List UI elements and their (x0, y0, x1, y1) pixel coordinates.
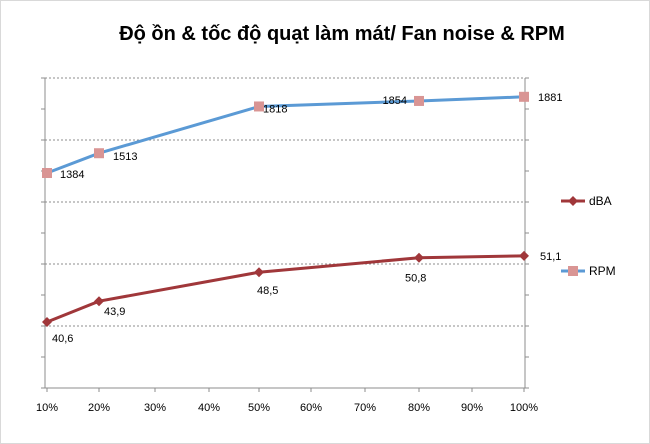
legend-marker-dba (568, 196, 578, 206)
legend-label-rpm: RPM (589, 264, 616, 278)
gridlines (45, 77, 525, 327)
data-label-rpm: 1818 (263, 103, 287, 115)
data-label-rpm: 1881 (538, 92, 562, 104)
legend-label-dba: dBA (589, 194, 612, 208)
marker-rpm (519, 91, 529, 102)
marker-rpm (414, 95, 424, 106)
marker-dba (254, 267, 264, 278)
legend-marker-rpm (568, 266, 578, 276)
marker-rpm (42, 168, 52, 178)
x-tick-label: 60% (300, 402, 322, 414)
data-label-dba: 51,1 (540, 251, 561, 263)
marker-rpm (94, 148, 104, 159)
x-tick-label: 30% (144, 402, 166, 414)
marker-rpm (254, 101, 264, 112)
data-label-dba: 43,9 (104, 306, 125, 318)
marker-dba (42, 317, 52, 327)
legend: dBA RPM (561, 194, 616, 278)
data-label-rpm: 1513 (113, 151, 137, 163)
data-label-dba: 48,5 (257, 285, 278, 297)
x-tick-label: 20% (88, 402, 110, 414)
data-label-rpm: 1854 (383, 95, 407, 107)
series (42, 91, 529, 327)
x-tick-labels: 10% 20% 30% 40% 50% 60% 70% 80% 90% 100% (36, 402, 538, 414)
x-tick-label: 10% (36, 402, 58, 414)
x-tick-label: 90% (461, 402, 483, 414)
data-label-dba: 50,8 (405, 273, 426, 285)
marker-dba (414, 252, 424, 263)
marker-dba (94, 296, 104, 307)
data-labels: 40,6 43,9 48,5 50,8 51,1 1384 1513 1818 1854 1881 (52, 92, 562, 345)
chart-title: Độ ồn & tốc độ quạt làm mát/ Fan noise &… (119, 23, 565, 45)
x-tick-label: 70% (354, 402, 376, 414)
marker-dba (519, 250, 529, 261)
x-tick-label: 40% (198, 402, 220, 414)
x-tick-label: 50% (248, 402, 270, 414)
x-tick-label: 80% (408, 402, 430, 414)
data-label-rpm: 1384 (60, 169, 84, 181)
data-label-dba: 40,6 (52, 333, 73, 345)
x-tick-label: 100% (510, 402, 538, 414)
axes (41, 77, 529, 392)
